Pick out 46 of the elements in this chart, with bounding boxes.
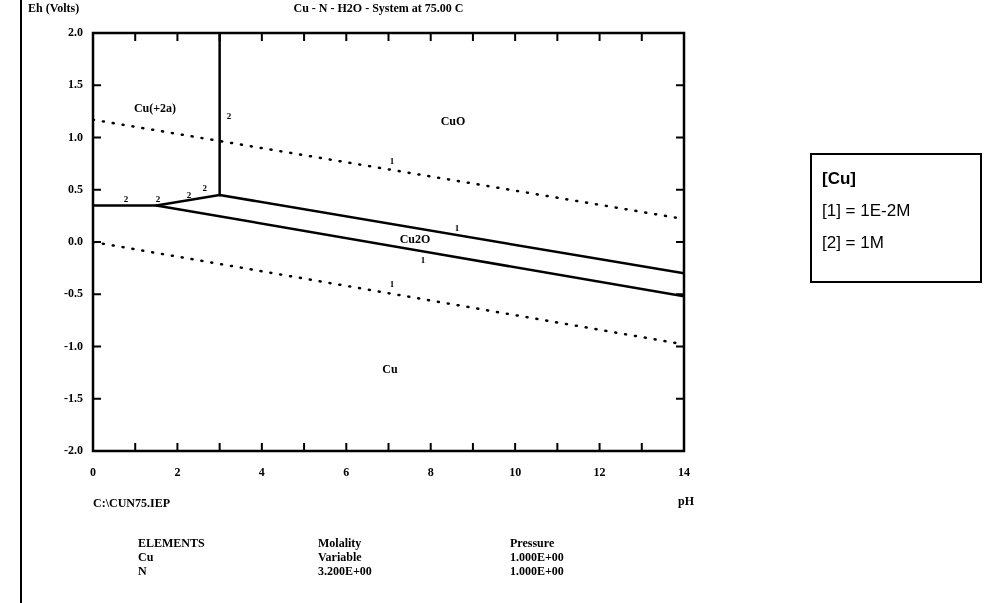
annotation: Cu bbox=[382, 362, 398, 377]
x-tick-label: 12 bbox=[593, 465, 606, 480]
x-tick-label: 14 bbox=[678, 465, 690, 480]
chart-title: Cu - N - H2O - System at 75.00 C bbox=[293, 1, 464, 16]
y-tick-label: 2.0 bbox=[68, 25, 83, 40]
y-tick-label: 0.0 bbox=[68, 234, 83, 249]
text: N bbox=[138, 564, 147, 579]
x-tick-label: 2 bbox=[174, 465, 181, 480]
annotation: 2 bbox=[123, 194, 129, 205]
text: 1.000E+00 bbox=[510, 564, 564, 579]
annotation: 1 bbox=[389, 279, 395, 290]
text: Pressure bbox=[510, 536, 555, 551]
annotation: 2 bbox=[202, 183, 208, 194]
x-tick-label: 10 bbox=[509, 465, 522, 480]
x-tick-label: 8 bbox=[427, 465, 434, 480]
y-tick-label: 1.5 bbox=[68, 77, 83, 92]
y-axis-title: Eh (Volts) bbox=[28, 1, 80, 16]
text: Molality bbox=[318, 536, 362, 551]
text: Cu bbox=[138, 550, 154, 565]
x-tick-label: 4 bbox=[258, 465, 265, 480]
y-tick-label: -0.5 bbox=[64, 286, 83, 301]
text: 1.000E+00 bbox=[510, 550, 564, 565]
annotation: 2 bbox=[155, 194, 161, 205]
annotation: 1 bbox=[420, 255, 426, 266]
y-tick-label: -1.0 bbox=[64, 338, 83, 353]
annotation: Cu(+2a) bbox=[133, 101, 177, 116]
annotation: 1 bbox=[454, 223, 460, 234]
text: 3.200E+00 bbox=[318, 564, 372, 579]
y-tick-label: 1.0 bbox=[68, 129, 83, 144]
annotation: Cu2O bbox=[399, 232, 431, 247]
text: ELEMENTS bbox=[138, 536, 205, 551]
annotation: 2 bbox=[186, 190, 192, 201]
text: Variable bbox=[318, 550, 362, 565]
y-tick-label: -2.0 bbox=[64, 443, 83, 458]
text: [2] = 1M bbox=[822, 232, 885, 254]
x-tick-label: 0 bbox=[90, 465, 96, 480]
annotation: 2 bbox=[226, 111, 232, 122]
annotation: 1 bbox=[389, 156, 395, 167]
annotation: CuO bbox=[440, 114, 466, 129]
text: [Cu] bbox=[822, 168, 857, 190]
x-tick-label: 6 bbox=[343, 465, 350, 480]
y-tick-label: 0.5 bbox=[68, 181, 83, 196]
text: [1] = 1E-2M bbox=[822, 200, 912, 222]
y-tick-label: -1.5 bbox=[64, 390, 83, 405]
x-axis-title: pH bbox=[677, 494, 695, 509]
text: C:\CUN75.IEP bbox=[93, 496, 170, 511]
